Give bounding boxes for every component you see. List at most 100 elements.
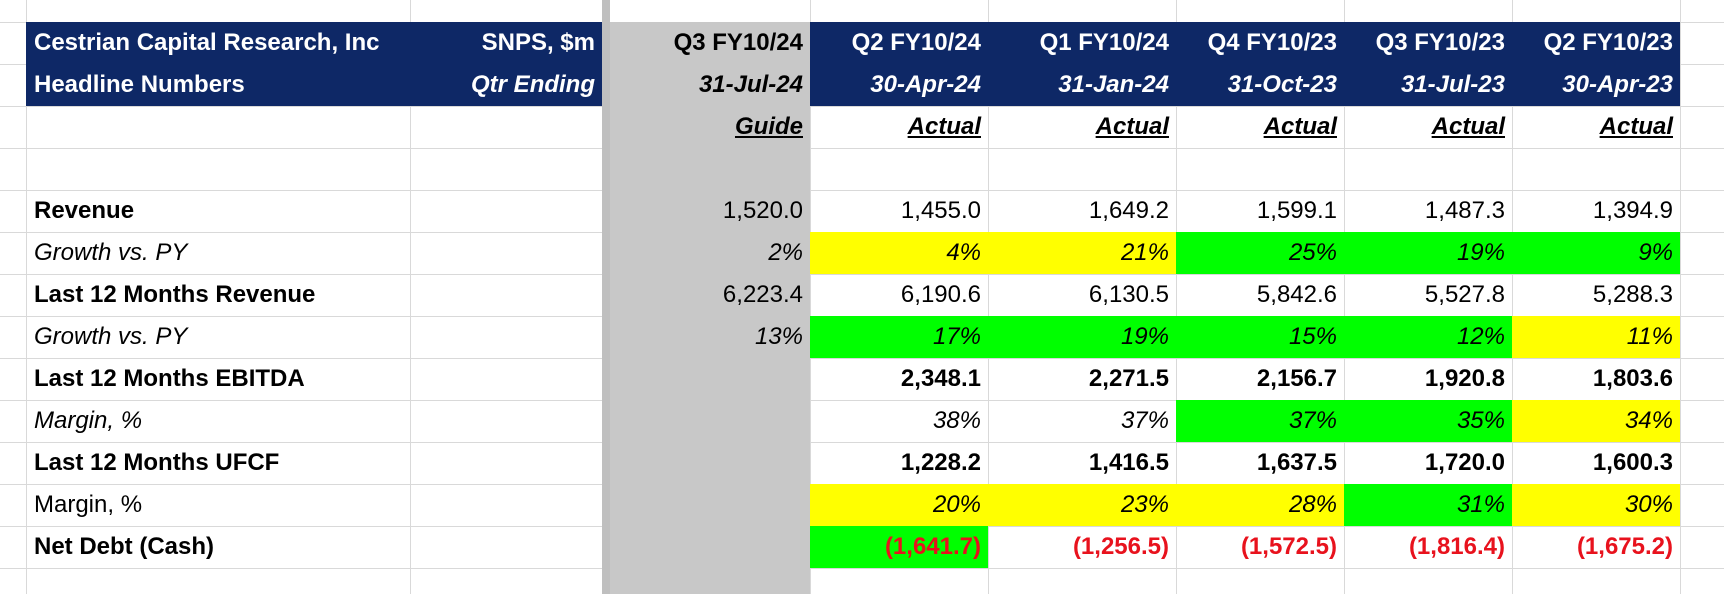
table-cell[interactable]: 31% [1456,491,1505,518]
table-cell[interactable]: 1,600.3 [1592,449,1673,476]
table-cell[interactable]: 1,649.2 [1088,197,1169,224]
table-cell[interactable]: (1,641.7) [884,533,981,560]
column-date-header[interactable]: 30-Apr-24 [810,64,988,106]
table-cell[interactable]: (1,572.5) [1240,533,1337,560]
table-cell[interactable]: 1,228.2 [900,449,981,476]
yellow-cell-highlight [1512,484,1680,526]
column-quarter-header[interactable]: Q3 FY10/24 [673,29,803,56]
table-cell[interactable]: 13% [754,323,803,350]
column-status-header[interactable]: Actual [1599,113,1673,140]
frozen-pane-divider[interactable] [602,0,610,594]
table-cell[interactable]: 2,156.7 [1256,365,1337,392]
grid-column-line [988,0,989,594]
table-cell[interactable]: 4% [946,239,981,266]
table-cell[interactable] [610,484,810,526]
column-quarter-header[interactable]: Q4 FY10/23 [1176,22,1344,64]
table-cell[interactable]: 20% [932,491,981,518]
table-cell[interactable] [610,358,810,400]
table-cell[interactable]: 5,288.3 [1592,281,1673,308]
column-quarter-header[interactable]: Q2 FY10/24 [810,22,988,64]
table-cell[interactable]: 28% [1288,491,1337,518]
table-cell[interactable]: 15% [1288,323,1337,350]
row-label[interactable]: Margin, % [34,491,143,518]
table-cell[interactable]: 6,130.5 [1088,281,1169,308]
green-cell-highlight [1344,484,1512,526]
column-quarter-header[interactable]: Q3 FY10/23 [1344,22,1512,64]
table-cell[interactable]: 19% [1456,239,1505,266]
table-cell[interactable]: 6,190.6 [900,281,981,308]
column-quarter-header[interactable]: Q1 FY10/24 [988,22,1176,64]
column-date-header[interactable]: 31-Jul-24 [698,71,803,98]
table-cell[interactable]: 11% [1626,323,1673,350]
grid-column-line [410,0,411,594]
table-cell[interactable]: 1,394.9 [1592,197,1673,224]
table-cell[interactable]: 30% [1624,491,1673,518]
column-date-header[interactable]: 30-Apr-23 [1512,64,1680,106]
grid-column-line [1344,0,1345,594]
table-cell[interactable]: 1,920.8 [1424,365,1505,392]
column-date-header[interactable]: 31-Oct-23 [1176,64,1344,106]
table-cell[interactable]: 19% [1120,323,1169,350]
column-status-header[interactable]: Guide [734,113,803,140]
grid-row-line [0,106,1724,107]
table-cell[interactable]: 1,599.1 [1256,197,1337,224]
row-label[interactable]: Last 12 Months UFCF [34,449,280,476]
table-cell[interactable]: 1,637.5 [1256,449,1337,476]
green-cell-highlight [1176,316,1344,358]
table-cell[interactable]: 34% [1624,407,1673,434]
table-cell[interactable]: 12% [1456,323,1505,350]
table-cell[interactable]: 2% [768,239,803,266]
row-label[interactable]: Growth vs. PY [34,323,188,350]
grid-column-line [1512,0,1513,594]
table-cell[interactable]: 2,348.1 [900,365,981,392]
table-cell[interactable]: (1,256.5) [1072,533,1169,560]
table-cell[interactable]: 1,520.0 [722,197,803,224]
table-cell[interactable]: 37% [1288,407,1337,434]
row-label[interactable]: Last 12 Months EBITDA [34,365,305,392]
row-label[interactable]: Growth vs. PY [34,239,188,266]
row-label[interactable]: Last 12 Months Revenue [34,281,316,308]
table-cell[interactable]: 9% [1638,239,1673,266]
table-cell[interactable] [610,526,810,568]
yellow-cell-highlight [810,232,988,274]
table-cell[interactable]: 23% [1120,491,1169,518]
table-cell[interactable]: 37% [1120,407,1169,434]
table-cell[interactable]: 1,720.0 [1424,449,1505,476]
column-status-header[interactable]: Actual [1431,113,1505,140]
qtr-ending-label: Qtr Ending [426,64,602,106]
table-cell[interactable]: 25% [1288,239,1337,266]
table-cell[interactable]: (1,816.4) [1408,533,1505,560]
yellow-cell-highlight [988,232,1176,274]
grid-column-line [810,0,811,594]
report-subtitle: Headline Numbers [26,64,426,106]
table-cell[interactable] [610,442,810,484]
green-cell-highlight [1176,400,1344,442]
table-cell[interactable]: 35% [1456,407,1505,434]
green-cell-highlight [1176,232,1344,274]
table-cell[interactable]: 5,842.6 [1256,281,1337,308]
column-date-header[interactable]: 31-Jul-23 [1344,64,1512,106]
column-quarter-header[interactable]: Q2 FY10/23 [1512,22,1680,64]
grid-row-line [0,400,1724,401]
table-cell[interactable]: 38% [932,407,981,434]
column-status-header[interactable]: Actual [1095,113,1169,140]
table-cell[interactable]: 1,487.3 [1424,197,1505,224]
row-label[interactable]: Margin, % [34,407,143,434]
table-cell[interactable]: 1,803.6 [1592,365,1673,392]
table-cell[interactable]: 17% [932,323,981,350]
table-cell[interactable]: 1,416.5 [1088,449,1169,476]
row-label[interactable]: Net Debt (Cash) [34,533,215,560]
table-cell[interactable] [610,400,810,442]
table-cell[interactable]: 6,223.4 [722,281,803,308]
table-cell[interactable]: 21% [1120,239,1169,266]
table-cell[interactable]: 1,455.0 [900,197,981,224]
table-cell[interactable]: 5,527.8 [1424,281,1505,308]
grid-row-line [0,442,1724,443]
column-status-header[interactable]: Actual [1263,113,1337,140]
table-cell[interactable]: (1,675.2) [1576,533,1673,560]
table-cell[interactable]: 2,271.5 [1088,365,1169,392]
column-date-header[interactable]: 31-Jan-24 [988,64,1176,106]
column-status-header[interactable]: Actual [907,113,981,140]
row-label[interactable]: Revenue [34,197,135,224]
